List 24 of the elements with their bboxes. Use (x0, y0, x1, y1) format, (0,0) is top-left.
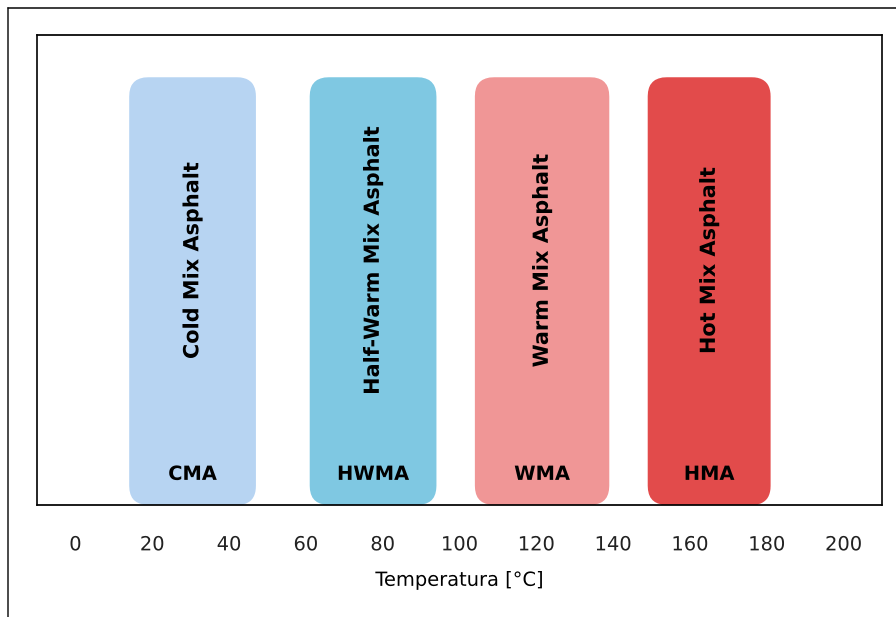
x-tick-label: 180 (750, 536, 784, 551)
bar (648, 77, 771, 505)
x-tick-label: 40 (218, 536, 240, 551)
x-tick-label: 100 (443, 536, 477, 551)
x-tick-label: 200 (826, 536, 861, 551)
bar (129, 77, 256, 505)
series-label: Cold Mix Asphalt (182, 162, 203, 358)
x-tick-label: 60 (294, 536, 317, 551)
x-tick-label: 80 (372, 536, 394, 551)
x-axis-title: Temperatura [°C] (375, 571, 542, 590)
series-label: Hot Mix Asphalt (699, 168, 720, 352)
x-tick-label: 20 (141, 536, 164, 551)
series-label: Warm Mix Asphalt (532, 154, 552, 367)
x-tick-label: 0 (70, 536, 80, 551)
bar (310, 77, 436, 505)
annotation: WMA (514, 466, 570, 480)
x-tick-label: 160 (674, 536, 708, 551)
bar (474, 77, 610, 505)
annotation: HMA (686, 466, 734, 480)
annotation: CMA (169, 465, 217, 480)
x-tick-label: 120 (520, 536, 554, 551)
series-label: Half-Warm Mix Asphalt (363, 126, 384, 393)
annotation: HWMA (338, 466, 410, 480)
x-tick-label: 140 (596, 536, 630, 551)
